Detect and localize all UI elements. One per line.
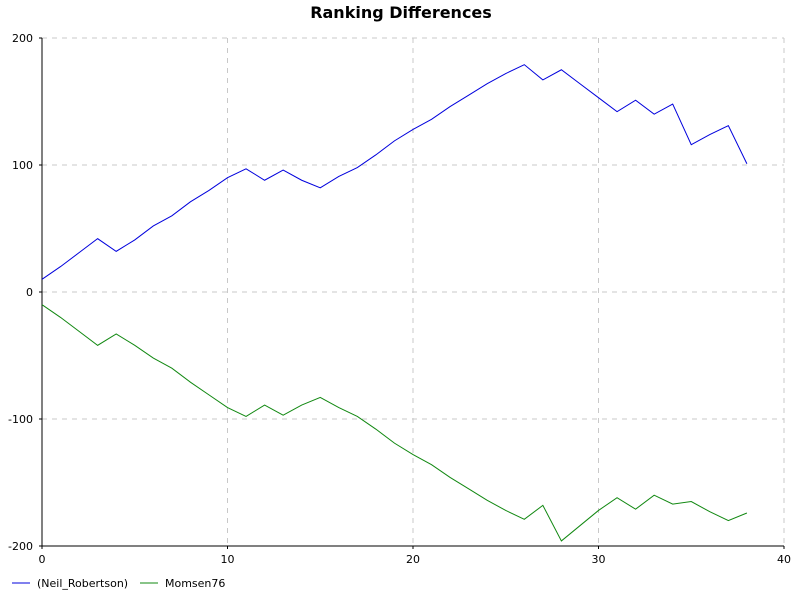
- y-tick-label: -200: [8, 540, 33, 553]
- legend-item-2: Momsen76: [140, 577, 225, 590]
- x-tick-label: 0: [39, 553, 46, 566]
- grid: [42, 37, 785, 547]
- legend-label: Momsen76: [165, 577, 225, 590]
- series-lines: [41, 64, 748, 542]
- legend: (Neil_Robertson) Momsen76: [12, 577, 225, 590]
- y-tick-label: 200: [12, 32, 33, 45]
- x-tick-label: 20: [406, 553, 420, 566]
- y-tick-label: 0: [26, 286, 33, 299]
- x-tick-label: 30: [592, 553, 606, 566]
- axes: [39, 37, 785, 549]
- tick-labels: 0 10 20 30 40 -200 -100 0 100 200: [8, 32, 791, 566]
- x-tick-label: 10: [221, 553, 235, 566]
- legend-label: (Neil_Robertson): [37, 577, 128, 590]
- chart-title: Ranking Differences: [310, 3, 492, 22]
- x-tick-label: 40: [777, 553, 791, 566]
- series-line-2: [41, 304, 748, 542]
- series-line-1: [41, 64, 748, 280]
- legend-item-1: (Neil_Robertson): [12, 577, 128, 590]
- y-tick-label: -100: [8, 413, 33, 426]
- y-tick-label: 100: [12, 159, 33, 172]
